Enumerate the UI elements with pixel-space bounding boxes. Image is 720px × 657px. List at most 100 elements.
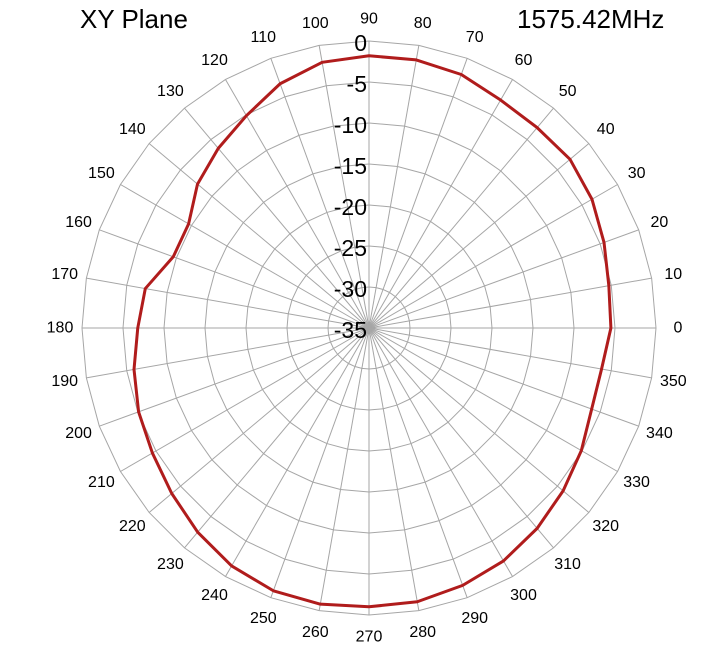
angle-tick-label: 210 bbox=[88, 474, 115, 491]
data-point bbox=[609, 326, 613, 330]
angle-tick-label: 190 bbox=[51, 373, 78, 390]
angle-tick-label: 330 bbox=[623, 474, 650, 491]
grid-spoke bbox=[225, 79, 370, 329]
grid-spoke bbox=[368, 327, 420, 611]
angle-tick-label: 230 bbox=[157, 556, 184, 573]
angle-tick-label: 120 bbox=[201, 52, 228, 69]
angle-tick-label: 160 bbox=[65, 214, 92, 231]
grid-spoke bbox=[368, 327, 468, 598]
data-point bbox=[461, 584, 464, 587]
frequency-label: 1575.42MHz bbox=[517, 4, 665, 34]
grid-spoke bbox=[368, 327, 618, 472]
grid-spoke bbox=[368, 79, 513, 329]
angle-tick-label: 70 bbox=[466, 29, 484, 46]
radial-tick-label: 0 bbox=[354, 30, 367, 56]
data-point bbox=[217, 147, 220, 150]
angle-tick-label: 150 bbox=[88, 165, 115, 182]
data-point bbox=[172, 255, 175, 258]
radial-tick-label: -5 bbox=[347, 71, 367, 97]
angle-tick-label: 110 bbox=[251, 29, 277, 46]
grid-spoke bbox=[368, 327, 590, 513]
angle-tick-label: 290 bbox=[461, 610, 488, 627]
data-point bbox=[151, 451, 154, 455]
grid-spoke bbox=[318, 45, 370, 329]
data-point bbox=[590, 407, 593, 411]
data-point bbox=[137, 410, 140, 414]
grid-spoke bbox=[368, 107, 554, 329]
angle-tick-label: 50 bbox=[559, 83, 577, 100]
data-point bbox=[602, 241, 606, 244]
grid-spoke bbox=[368, 143, 590, 329]
data-point bbox=[367, 605, 371, 608]
grid-spoke bbox=[368, 58, 468, 329]
angle-tick-label: 100 bbox=[302, 15, 329, 32]
chart-title: XY Plane bbox=[80, 4, 188, 34]
data-point bbox=[535, 126, 539, 129]
angle-tick-label: 310 bbox=[554, 556, 581, 573]
data-point bbox=[460, 73, 463, 76]
angle-tick-label: 260 bbox=[302, 624, 329, 641]
grid-spoke bbox=[368, 327, 652, 379]
data-point bbox=[320, 61, 324, 64]
data-point bbox=[607, 284, 611, 287]
grid-spoke bbox=[368, 45, 420, 329]
data-point bbox=[415, 58, 418, 62]
angular-grid bbox=[82, 41, 656, 615]
angle-tick-label: 170 bbox=[51, 266, 78, 283]
grid-spoke bbox=[99, 327, 370, 427]
data-point bbox=[278, 82, 282, 85]
grid-spoke bbox=[184, 107, 370, 329]
grid-spoke bbox=[368, 229, 639, 329]
data-point bbox=[367, 54, 371, 57]
data-point bbox=[136, 326, 139, 330]
data-layer bbox=[132, 54, 613, 609]
data-point bbox=[245, 114, 248, 117]
grid-spoke bbox=[270, 327, 370, 598]
angle-tick-label: 180 bbox=[47, 320, 74, 337]
angle-tick-label: 80 bbox=[414, 15, 432, 32]
data-point bbox=[416, 600, 419, 603]
angle-tick-label: 240 bbox=[201, 587, 228, 604]
angle-tick-label: 350 bbox=[660, 373, 687, 390]
angle-tick-label: 250 bbox=[250, 610, 277, 627]
angle-tick-label: 140 bbox=[119, 121, 146, 138]
data-point bbox=[187, 222, 190, 226]
angle-tick-label: 280 bbox=[409, 624, 436, 641]
angle-tick-label: 90 bbox=[360, 11, 378, 28]
radial-tick-label: -30 bbox=[334, 276, 367, 302]
angle-tick-label: 270 bbox=[356, 629, 383, 646]
grid-spoke bbox=[99, 229, 370, 329]
grid-spoke bbox=[368, 327, 513, 577]
angle-tick-label: 30 bbox=[628, 165, 646, 182]
grid-spoke bbox=[270, 58, 370, 329]
angle-tick-label: 320 bbox=[592, 518, 619, 535]
angle-tick-label: 0 bbox=[674, 320, 683, 337]
radial-tick-label: -20 bbox=[334, 194, 367, 220]
radial-tick-label: -35 bbox=[334, 317, 367, 343]
data-point bbox=[580, 449, 583, 452]
angle-tick-label: 10 bbox=[664, 266, 682, 283]
data-point bbox=[600, 367, 603, 371]
angle-tick-label: 130 bbox=[157, 83, 184, 100]
grid-spoke bbox=[225, 327, 370, 577]
angle-tick-label: 340 bbox=[646, 425, 673, 442]
grid-spoke bbox=[148, 327, 370, 513]
angle-tick-label: 60 bbox=[515, 52, 533, 69]
grid-spoke bbox=[86, 277, 370, 329]
grid-spoke bbox=[368, 327, 639, 427]
data-point bbox=[590, 198, 594, 201]
radial-labels: 0 -5 -10 -15 -20 -25 -30 -35 bbox=[334, 30, 367, 343]
data-point bbox=[499, 98, 502, 102]
grid-spoke bbox=[368, 184, 618, 329]
angle-tick-label: 220 bbox=[119, 518, 146, 535]
angle-tick-label: 300 bbox=[510, 587, 537, 604]
radial-tick-label: -25 bbox=[334, 235, 367, 261]
grid-spoke bbox=[120, 327, 370, 472]
angle-labels: 0 10 20 30 40 50 60 70 80 90 100 110 120 130 140 150 160… bbox=[47, 11, 687, 646]
data-point bbox=[568, 158, 572, 161]
data-point bbox=[561, 489, 565, 493]
data-point bbox=[132, 368, 136, 371]
data-point bbox=[196, 182, 199, 186]
grid-spoke bbox=[148, 143, 370, 329]
